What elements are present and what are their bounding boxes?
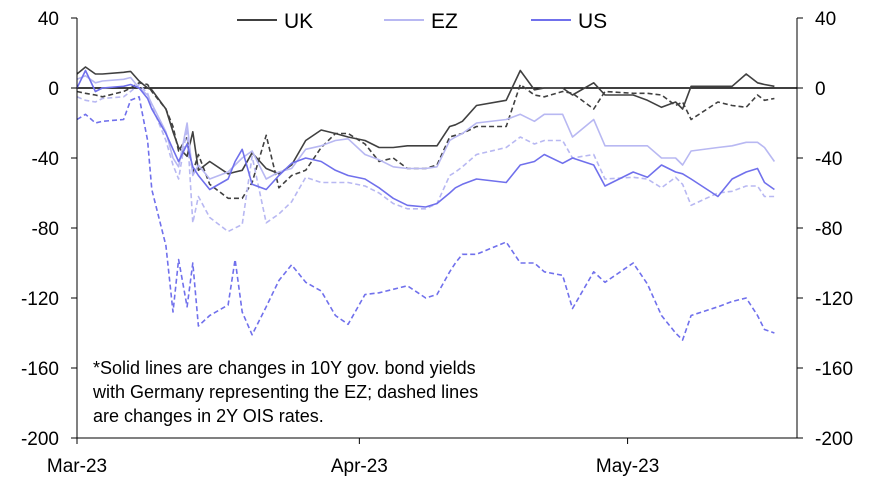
annotation-line: are changes in 2Y OIS rates. <box>93 406 324 426</box>
y-tick-label-right: 0 <box>815 79 826 100</box>
axis-layer: 40 40 0 0 -40 -40 -80 -80 -120 -120 -160 -160 -200 -2… <box>21 9 853 477</box>
series-line-us-dashed <box>76 96 775 341</box>
legend-label-ez: EZ <box>431 10 458 33</box>
y-tick-label-left: -160 <box>21 359 59 380</box>
y-tick-label-left: -120 <box>21 289 59 310</box>
annotation-note: *Solid lines are changes in 10Y gov. bon… <box>92 358 478 426</box>
y-tick-label-right: -40 <box>815 149 842 170</box>
y-tick-label-left: -40 <box>32 149 59 170</box>
series-layer <box>76 66 776 341</box>
x-tick-label: Apr-23 <box>331 456 388 477</box>
x-tick-label: May-23 <box>596 456 659 477</box>
y-tick-label-right: -160 <box>815 359 853 380</box>
y-tick-label-right: -200 <box>815 429 853 450</box>
annotation-line: *Solid lines are changes in 10Y gov. bon… <box>93 358 476 378</box>
series-line-us-solid <box>76 69 775 208</box>
y-tick-label-left: 0 <box>48 79 59 100</box>
legend-label-us: US <box>578 10 607 33</box>
y-tick-label-right: -80 <box>815 219 842 240</box>
y-tick-label-right: -120 <box>815 289 853 310</box>
series-line-uk-solid <box>76 66 775 175</box>
y-tick-label-left: -200 <box>21 429 59 450</box>
legend-label-uk: UK <box>284 10 313 33</box>
series-line-ez-dashed <box>76 83 775 233</box>
annotation-line: with Germany representing the EZ; dashed… <box>92 382 478 402</box>
x-tick-label: Mar-23 <box>47 456 107 477</box>
y-tick-label-right: 40 <box>815 9 836 30</box>
legend: UK EZ US <box>237 10 607 33</box>
y-tick-label-left: -80 <box>32 219 59 240</box>
y-tick-label-left: 40 <box>38 9 59 30</box>
series-line-uk-dashed <box>76 82 775 200</box>
